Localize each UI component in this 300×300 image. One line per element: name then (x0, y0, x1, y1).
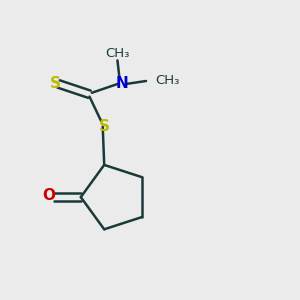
Text: CH₃: CH₃ (156, 74, 180, 88)
Text: S: S (50, 76, 61, 92)
Text: N: N (116, 76, 128, 92)
Text: O: O (43, 188, 56, 203)
Text: CH₃: CH₃ (105, 46, 130, 59)
Text: S: S (99, 119, 110, 134)
